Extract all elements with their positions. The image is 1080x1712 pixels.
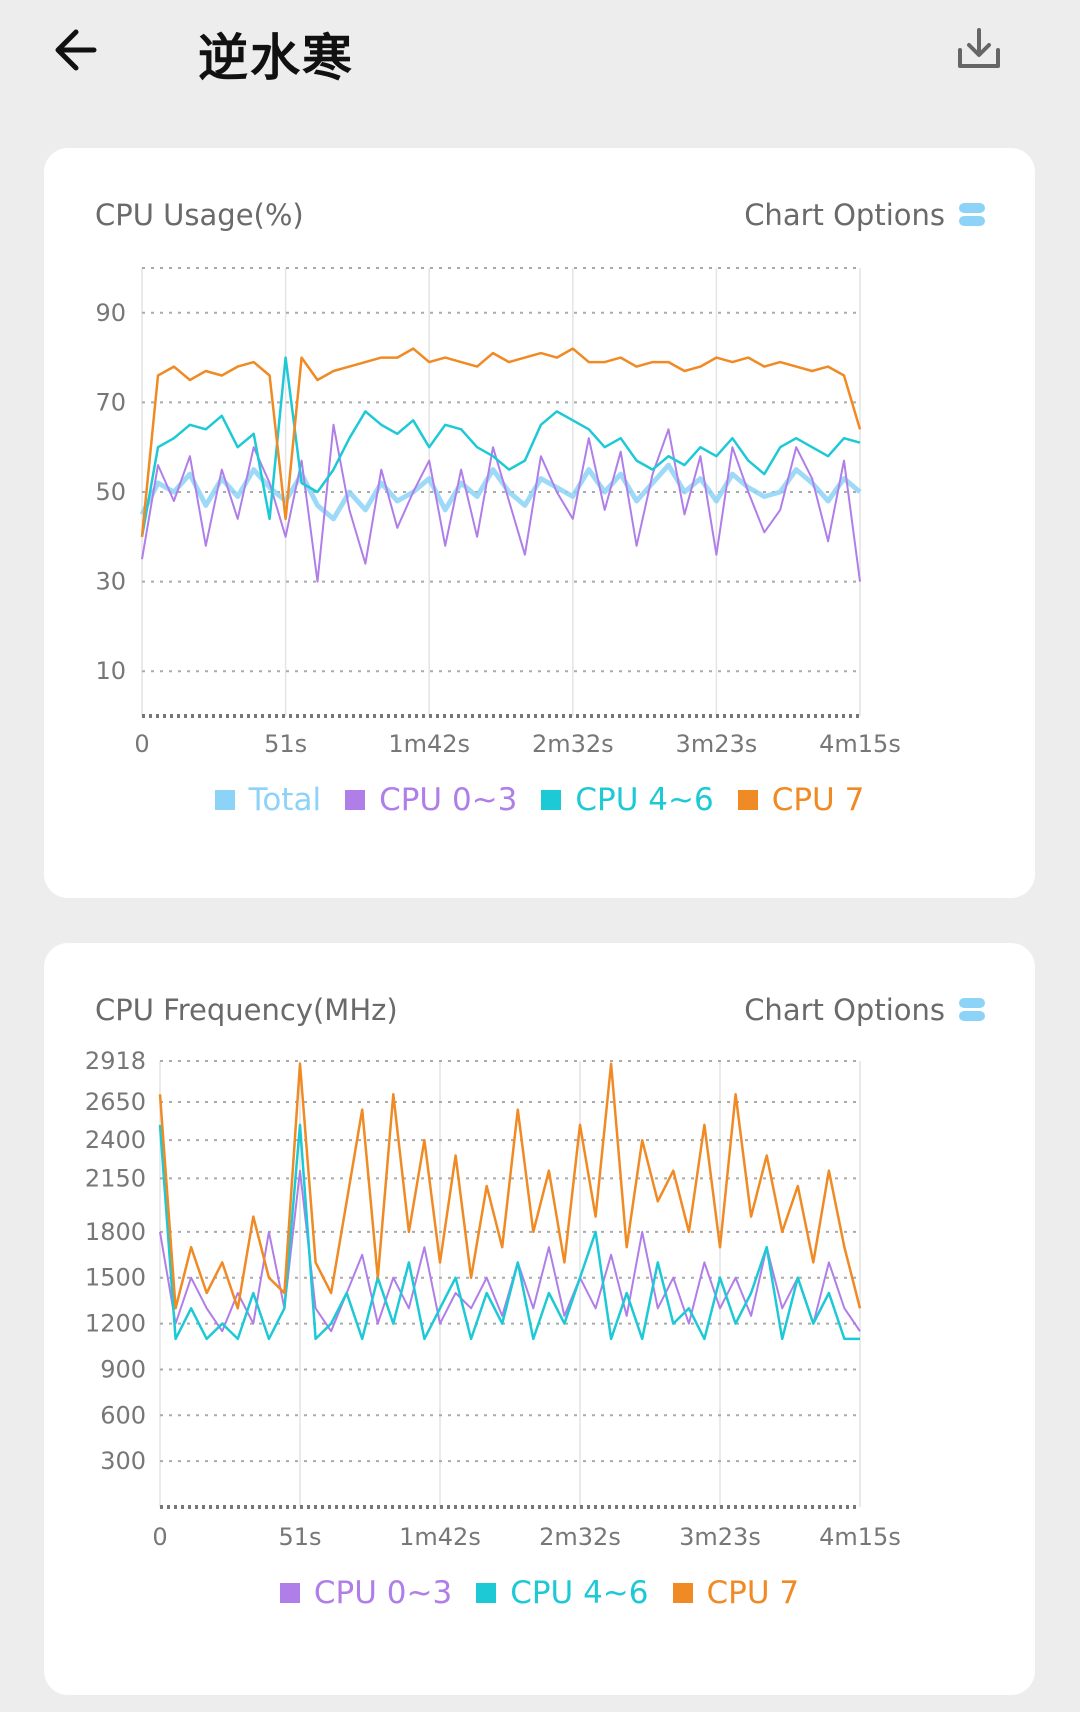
y-tick-label: 70 (95, 388, 126, 416)
x-tick-label: 4m15s (819, 730, 901, 758)
freq-chart-options-button[interactable]: Chart Options (744, 993, 985, 1027)
x-tick-label: 3m23s (676, 730, 758, 758)
x-tick-label: 4m15s (819, 1523, 901, 1551)
legend-label: CPU 0~3 (313, 1575, 453, 1611)
chart-options-icon (959, 203, 985, 226)
cpu-usage-chart: 0 51s 1m42s 2m32s 3m23s 4m15s 10 30 50 70 90 (95, 267, 901, 758)
y-tick-label: 300 (100, 1447, 146, 1475)
legend-label: CPU 7 (771, 782, 865, 818)
y-tick-label: 30 (95, 568, 126, 596)
cpu-frequency-title: CPU Frequency(MHz) (95, 993, 398, 1027)
x-tick-label: 51s (264, 730, 307, 758)
series-line-cpu03 (159, 1169, 861, 1333)
series-line-cpu7 (140, 347, 862, 537)
legend-item-cpu7[interactable]: CPU 7 (672, 1575, 800, 1611)
legend-label: CPU 4~6 (575, 782, 714, 818)
chart-options-label: Chart Options (744, 198, 945, 232)
series-line-cpu7 (158, 1062, 862, 1310)
legend-label: Total (248, 782, 322, 818)
legend-swatch (345, 790, 366, 810)
download-icon (958, 28, 1000, 68)
y-tick-label: 1200 (85, 1310, 146, 1338)
x-tick-label: 1m42s (388, 730, 470, 758)
cpu-frequency-card: CPU Frequency(MHz) Chart Options 0 51s 1m4… (44, 943, 1035, 1695)
legend-item-cpu46[interactable]: CPU 4~6 (476, 1575, 649, 1611)
download-button[interactable] (954, 24, 1004, 74)
legend-item-cpu7[interactable]: CPU 7 (737, 782, 865, 818)
legend-swatch (672, 1583, 693, 1603)
legend-item-cpu46[interactable]: CPU 4~6 (541, 782, 714, 818)
y-tick-label: 2400 (85, 1126, 146, 1154)
chart-options-label: Chart Options (744, 993, 945, 1027)
usage-chart-options-button[interactable]: Chart Options (744, 198, 985, 232)
legend-swatch (476, 1583, 497, 1603)
legend-swatch (737, 790, 758, 810)
y-tick-label: 10 (95, 657, 126, 685)
y-tick-label: 1500 (85, 1264, 146, 1292)
x-tick-label: 51s (278, 1523, 321, 1551)
page-title: 逆水寒 (198, 29, 354, 87)
y-tick-label: 2650 (85, 1088, 146, 1116)
arrow-left-icon (55, 29, 97, 71)
y-tick-label: 50 (95, 478, 126, 506)
legend-item-total[interactable]: Total (214, 782, 322, 818)
series-line-cpu46 (158, 1123, 860, 1341)
y-tick-label: 900 (100, 1355, 146, 1383)
legend-item-cpu03[interactable]: CPU 0~3 (345, 782, 517, 818)
cpu-usage-card: CPU Usage(%) Chart Options 0 51s 1m42s 2m32… (44, 148, 1035, 898)
x-tick-label: 1m42s (399, 1523, 481, 1551)
cpu-usage-title: CPU Usage(%) (95, 198, 304, 232)
x-tick-label: 0 (134, 730, 149, 758)
chart-options-icon (959, 998, 985, 1021)
cpu-frequency-legend: CPU 0~3 CPU 4~6 CPU 7 (44, 1575, 1035, 1611)
legend-label: CPU 7 (706, 1575, 800, 1611)
cpu-frequency-chart: 0 51s 1m42s 2m32s 3m23s 4m15s 300 600 900 1200 150… (85, 1047, 901, 1551)
legend-label: CPU 4~6 (510, 1575, 649, 1611)
cpu-usage-legend: Total CPU 0~3 CPU 4~6 CPU 7 (44, 782, 1035, 818)
series-line-cpu03 (141, 423, 861, 583)
legend-swatch (214, 790, 235, 810)
back-button[interactable] (50, 22, 106, 78)
x-tick-label: 2m32s (539, 1523, 621, 1551)
top-bar: 逆水寒 (0, 0, 1080, 110)
legend-item-cpu03[interactable]: CPU 0~3 (279, 1575, 453, 1611)
x-tick-label: 0 (152, 1523, 167, 1551)
series-line-cpu46 (140, 356, 861, 538)
legend-swatch (541, 790, 562, 810)
legend-swatch (279, 1583, 300, 1603)
y-tick-label: 90 (95, 299, 126, 327)
legend-label: CPU 0~3 (379, 782, 518, 818)
y-tick-label: 600 (100, 1401, 146, 1429)
x-tick-label: 3m23s (679, 1523, 761, 1551)
y-tick-label: 2150 (85, 1164, 146, 1192)
y-tick-label: 1800 (85, 1218, 146, 1246)
y-tick-label: 2918 (85, 1047, 146, 1075)
x-tick-label: 2m32s (532, 730, 614, 758)
